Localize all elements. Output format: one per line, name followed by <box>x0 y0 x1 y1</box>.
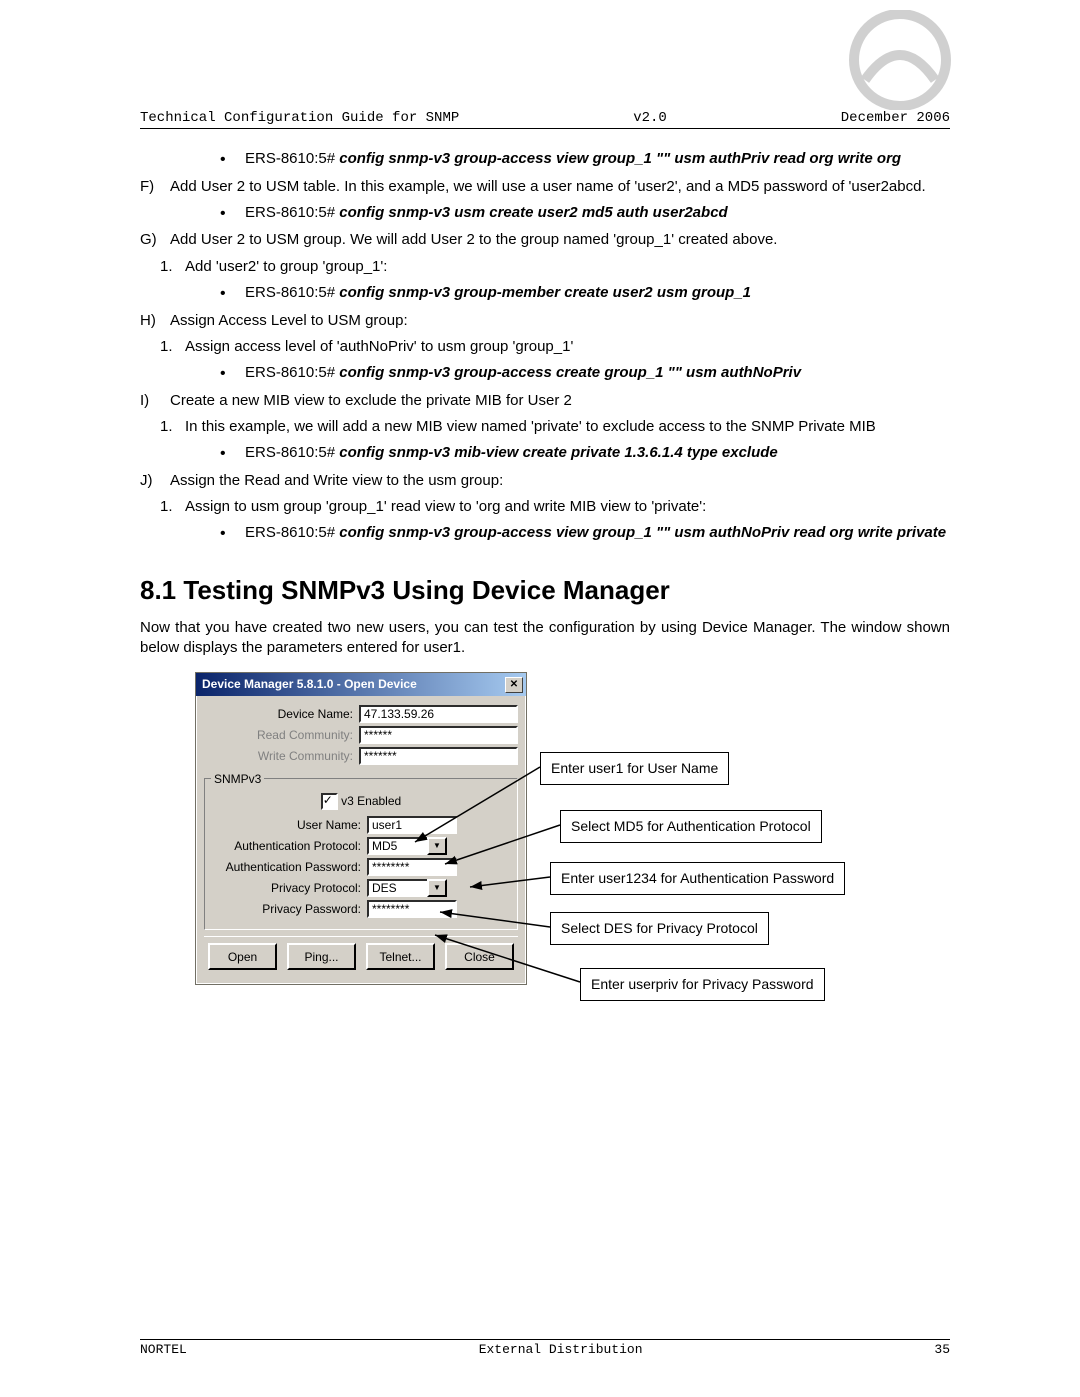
callout-auth-password: Enter user1234 for Authentication Passwo… <box>550 862 845 895</box>
step-I1: 1. In this example, we will add a new MI… <box>160 417 950 437</box>
input-device-name[interactable]: 47.133.59.26 <box>359 705 518 723</box>
page: Technical Configuration Guide for SNMP v… <box>0 0 1080 1397</box>
snmpv3-group: SNMPv3 v3 Enabled User Name: user1 Authe… <box>204 771 518 931</box>
input-priv-password[interactable]: ******** <box>367 900 457 918</box>
callout-priv-protocol: Select DES for Privacy Protocol <box>550 912 769 945</box>
v3-enabled-row: v3 Enabled <box>211 793 511 810</box>
step-F-letter: F) <box>140 177 170 197</box>
content: • ERS-8610:5# config snmp-v3 group-acces… <box>140 149 950 1032</box>
v3-enabled-label: v3 Enabled <box>341 794 401 808</box>
step-F-text: Add User 2 to USM table. In this example… <box>170 177 950 197</box>
cmd4-prefix: ERS-8610:5# <box>245 364 339 381</box>
step-J-letter: J) <box>140 471 170 491</box>
step-I-letter: I) <box>140 391 170 411</box>
snmpv3-legend: SNMPv3 <box>211 771 264 787</box>
label-user-name: User Name: <box>211 817 367 833</box>
step-I1-text: In this example, we will add a new MIB v… <box>185 417 950 437</box>
callout-priv-password: Enter userpriv for Privacy Password <box>580 968 825 1001</box>
step-H1-n: 1. <box>160 337 185 357</box>
chevron-down-icon[interactable]: ▼ <box>427 837 447 855</box>
page-footer: NORTEL External Distribution 35 <box>140 1339 950 1357</box>
step-H1: 1. Assign access level of 'authNoPriv' t… <box>160 337 950 357</box>
step-G1-n: 1. <box>160 257 185 277</box>
step-H1-text: Assign access level of 'authNoPriv' to u… <box>185 337 950 357</box>
label-device-name: Device Name: <box>204 706 359 722</box>
step-I1-n: 1. <box>160 417 185 437</box>
step-H-text: Assign Access Level to USM group: <box>170 311 950 331</box>
cmd1-prefix: ERS-8610:5# <box>245 150 339 167</box>
select-priv-protocol[interactable]: DES ▼ <box>367 879 447 897</box>
dialog-titlebar[interactable]: Device Manager 5.8.1.0 - Open Device ✕ <box>196 673 526 695</box>
nortel-logo <box>840 10 960 110</box>
select-auth-protocol[interactable]: MD5 ▼ <box>367 837 447 855</box>
close-icon[interactable]: ✕ <box>505 677 523 693</box>
cmd2: config snmp-v3 usm create user2 md5 auth… <box>339 204 727 221</box>
cmd6: config snmp-v3 group-access view group_1… <box>339 524 946 541</box>
input-user-name[interactable]: user1 <box>367 816 457 834</box>
step-G1: 1. Add 'user2' to group 'group_1': <box>160 257 950 277</box>
input-auth-password[interactable]: ******** <box>367 858 457 876</box>
step-I-text: Create a new MIB view to exclude the pri… <box>170 391 950 411</box>
cmd5: config snmp-v3 mib-view create private 1… <box>339 444 778 461</box>
header-date: December 2006 <box>841 110 950 126</box>
step-F: F) Add User 2 to USM table. In this exam… <box>140 177 950 197</box>
step-H: H) Assign Access Level to USM group: <box>140 311 950 331</box>
dialog-body: Device Name: 47.133.59.26 Read Community… <box>196 696 526 985</box>
cmd5-prefix: ERS-8610:5# <box>245 444 339 461</box>
open-button[interactable]: Open <box>208 943 277 970</box>
bullet-cmd-1: • ERS-8610:5# config snmp-v3 group-acces… <box>220 149 950 171</box>
step-G-letter: G) <box>140 230 170 250</box>
close-button[interactable]: Close <box>445 943 514 970</box>
input-read-community[interactable]: ****** <box>359 726 518 744</box>
section-title: 8.1 Testing SNMPv3 Using Device Manager <box>140 573 950 608</box>
callout-user-name: Enter user1 for User Name <box>540 752 729 785</box>
step-I: I) Create a new MIB view to exclude the … <box>140 391 950 411</box>
step-G1-text: Add 'user2' to group 'group_1': <box>185 257 950 277</box>
footer-left: NORTEL <box>140 1342 187 1357</box>
step-H-letter: H) <box>140 311 170 331</box>
label-write-community: Write Community: <box>204 748 359 764</box>
chevron-down-icon[interactable]: ▼ <box>427 879 447 897</box>
dialog-title: Device Manager 5.8.1.0 - Open Device <box>202 676 417 692</box>
dialog-area: Device Manager 5.8.1.0 - Open Device ✕ D… <box>140 672 950 1032</box>
telnet-button[interactable]: Telnet... <box>366 943 435 970</box>
step-J1: 1. Assign to usm group 'group_1' read vi… <box>160 497 950 517</box>
footer-right: 35 <box>934 1342 950 1357</box>
step-J1-n: 1. <box>160 497 185 517</box>
ping-button[interactable]: Ping... <box>287 943 356 970</box>
bullet-cmd-6: • ERS-8610:5# config snmp-v3 group-acces… <box>220 523 950 545</box>
dialog-button-row: Open Ping... Telnet... Close <box>204 936 518 976</box>
v3-enabled-checkbox[interactable] <box>321 793 338 810</box>
step-G: G) Add User 2 to USM group. We will add … <box>140 230 950 250</box>
cmd2-prefix: ERS-8610:5# <box>245 204 339 221</box>
bullet-cmd-4: • ERS-8610:5# config snmp-v3 group-acces… <box>220 363 950 385</box>
cmd6-prefix: ERS-8610:5# <box>245 524 339 541</box>
label-read-community: Read Community: <box>204 727 359 743</box>
header-title: Technical Configuration Guide for SNMP <box>140 110 459 126</box>
cmd3: config snmp-v3 group-member create user2… <box>339 284 751 301</box>
input-write-community[interactable]: ******* <box>359 747 518 765</box>
callout-auth-protocol: Select MD5 for Authentication Protocol <box>560 810 822 843</box>
value-auth-protocol: MD5 <box>367 837 427 855</box>
cmd3-prefix: ERS-8610:5# <box>245 284 339 301</box>
device-manager-dialog: Device Manager 5.8.1.0 - Open Device ✕ D… <box>195 672 527 985</box>
bullet-cmd-3: • ERS-8610:5# config snmp-v3 group-membe… <box>220 283 950 305</box>
step-J1-text: Assign to usm group 'group_1' read view … <box>185 497 950 517</box>
value-priv-protocol: DES <box>367 879 427 897</box>
label-priv-password: Privacy Password: <box>211 901 367 917</box>
cmd1: config snmp-v3 group-access view group_1… <box>339 150 901 167</box>
label-auth-protocol: Authentication Protocol: <box>211 838 367 854</box>
bullet-cmd-2: • ERS-8610:5# config snmp-v3 usm create … <box>220 203 950 225</box>
label-auth-password: Authentication Password: <box>211 859 367 875</box>
bullet-cmd-5: • ERS-8610:5# config snmp-v3 mib-view cr… <box>220 443 950 465</box>
step-J: J) Assign the Read and Write view to the… <box>140 471 950 491</box>
cmd4: config snmp-v3 group-access create group… <box>339 364 801 381</box>
page-header: Technical Configuration Guide for SNMP v… <box>140 110 950 129</box>
section-intro: Now that you have created two new users,… <box>140 618 950 659</box>
label-priv-protocol: Privacy Protocol: <box>211 880 367 896</box>
footer-center: External Distribution <box>479 1342 643 1357</box>
step-J-text: Assign the Read and Write view to the us… <box>170 471 950 491</box>
header-version: v2.0 <box>633 110 667 126</box>
step-G-text: Add User 2 to USM group. We will add Use… <box>170 230 950 250</box>
